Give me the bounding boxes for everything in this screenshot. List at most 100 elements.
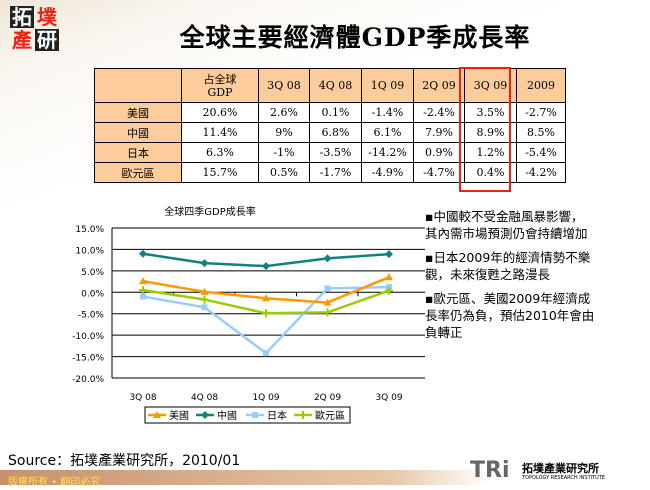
y-tick-label: -5.0% — [78, 311, 105, 321]
table-cell: -3.5% — [309, 142, 362, 163]
legend-label: 日本 — [267, 409, 287, 422]
data-point — [200, 295, 209, 304]
table-cell: 0.1% — [309, 102, 362, 123]
data-point — [139, 249, 147, 258]
header-cell — [94, 68, 182, 103]
data-point — [201, 411, 209, 419]
row-label: 日本 — [94, 142, 182, 163]
y-tick-label: -10.0% — [72, 332, 104, 342]
data-point — [153, 411, 161, 418]
logo-char: 產 — [12, 28, 32, 52]
notes: ▪中國較不受金融風暴影響，其內需市場預測仍會持續增加 ▪日本2009年的經濟情勢… — [425, 208, 595, 348]
x-tick-label: 3Q 08 — [129, 393, 156, 403]
brand-mark: TRi — [470, 458, 510, 483]
data-point — [324, 285, 331, 292]
table-cell: 6.1% — [361, 122, 414, 143]
source-text: Source：拓墣產業研究所，2010/01 — [8, 453, 241, 469]
table-cell: 8.5% — [516, 122, 566, 143]
data-point — [323, 308, 332, 317]
legend-label: 美國 — [169, 409, 189, 422]
y-tick-label: -20.0% — [72, 375, 104, 385]
table-cell: 9% — [258, 122, 310, 143]
data-point — [262, 309, 270, 318]
table-row: 歐元區 15.7% 0.5% -1.7% -4.9% -4.7% 0.4% -4.2% — [94, 162, 566, 183]
line-chart: 15.0% 10.0% 5.0% 0.0% -5.0% -10.0% -15.0% -20.0… — [72, 225, 425, 424]
data-point — [385, 273, 393, 281]
table-cell: -2.4% — [413, 102, 465, 123]
logo: 拓 墣 產 研 — [10, 6, 62, 52]
header-cell: 3Q 08 — [258, 68, 310, 103]
y-tick-label: 10.0% — [75, 246, 104, 256]
table-cell: 8.9% — [464, 122, 517, 143]
header-cell: 2Q 09 — [413, 68, 465, 103]
legend-label: 中國 — [217, 409, 237, 422]
row-label: 中國 — [94, 122, 182, 143]
data-point — [139, 277, 147, 285]
data-point — [323, 298, 332, 306]
table-cell: 7.9% — [413, 122, 465, 143]
x-tick-label: 3Q 09 — [375, 393, 402, 403]
table-cell: 2.6% — [258, 102, 310, 123]
x-tick-label: 1Q 09 — [252, 393, 279, 403]
row-label: 歐元區 — [94, 162, 182, 183]
chart-title: 全球四季GDP成長率 — [164, 207, 256, 218]
data-point — [323, 254, 332, 263]
highlight-box — [459, 67, 511, 192]
data-point — [139, 286, 147, 295]
table-cell: -1.7% — [309, 162, 362, 183]
table-cell: -4.2% — [516, 162, 566, 183]
header-cell: 2009 — [516, 68, 566, 103]
table-header-row: 占全球 GDP 3Q 08 4Q 08 1Q 09 2Q 09 3Q 09 200… — [94, 68, 566, 103]
copyright-text: 版權所有 • 翻印必究 — [8, 477, 101, 488]
table-cell: 0.5% — [258, 162, 310, 183]
footer-bar: 版權所有 • 翻印必究 — [0, 470, 490, 488]
y-tick-label: 15.0% — [75, 225, 104, 235]
table-row: 中國 11.4% 9% 6.8% 6.1% 7.9% 8.9% 8.5% — [94, 122, 566, 143]
table-cell: -2.7% — [516, 102, 566, 123]
table-cell: -4.9% — [361, 162, 414, 183]
table-cell: -5.4% — [516, 142, 566, 163]
header-cell: 4Q 08 — [309, 68, 362, 103]
table-cell: 20.6% — [181, 102, 259, 123]
series-1 — [139, 249, 393, 271]
data-point — [262, 294, 270, 302]
data-point — [140, 293, 146, 300]
data-point — [252, 412, 258, 418]
header-cell: 占全球 GDP — [181, 68, 259, 103]
brand-name: 拓墣產業研究所 — [522, 462, 599, 475]
brand-subtitle: TOPOLOGY RESEARCH INSTITUTE — [522, 475, 606, 481]
header-cell: 1Q 09 — [361, 68, 414, 103]
data-point — [299, 411, 307, 419]
data-point — [200, 259, 209, 268]
note: ▪歐元區、美國2009年經濟成長率仍為負，預估2010年會由負轉正 — [425, 291, 595, 340]
table-cell: -1% — [258, 142, 310, 163]
table-cell: -14.2% — [361, 142, 414, 163]
data-point — [385, 250, 393, 259]
gdp-table: 占全球 GDP 3Q 08 4Q 08 1Q 09 2Q 09 3Q 09 200… — [94, 68, 566, 183]
brand-logo: TRi 拓墣產業研究所 TOPOLOGY RESEARCH INSTITUTE — [470, 458, 605, 483]
table-cell: 1.2% — [464, 142, 517, 163]
series-0 — [139, 273, 393, 306]
table-cell: -1.4% — [361, 102, 414, 123]
row-label: 美國 — [94, 102, 182, 123]
table-cell: 11.4% — [181, 122, 259, 143]
logo-char: 墣 — [37, 5, 57, 29]
y-tick-label: -15.0% — [72, 354, 104, 364]
table-cell: 6.8% — [309, 122, 362, 143]
table-cell: 15.7% — [181, 162, 259, 183]
series-3 — [139, 286, 393, 318]
x-tick-label: 2Q 09 — [314, 393, 341, 403]
data-point — [200, 287, 209, 295]
table-cell: 3.5% — [464, 102, 517, 123]
data-point — [385, 286, 393, 295]
table-cell: 0.9% — [413, 142, 465, 163]
note: ▪日本2009年的經濟情勢不樂觀，未來復甦之路漫長 — [425, 250, 591, 282]
y-tick-label: 0.0% — [81, 289, 104, 299]
x-tick-label: 4Q 08 — [191, 393, 218, 403]
table-cell: 0.4% — [464, 162, 517, 183]
logo-char: 研 — [35, 28, 59, 52]
header-cell: 3Q 09 — [464, 68, 517, 103]
page-title: 全球主要經濟體GDP季成長率 — [179, 23, 531, 52]
table-cell: 6.3% — [181, 142, 259, 163]
note: ▪中國較不受金融風暴影響，其內需市場預測仍會持續增加 — [425, 209, 588, 241]
